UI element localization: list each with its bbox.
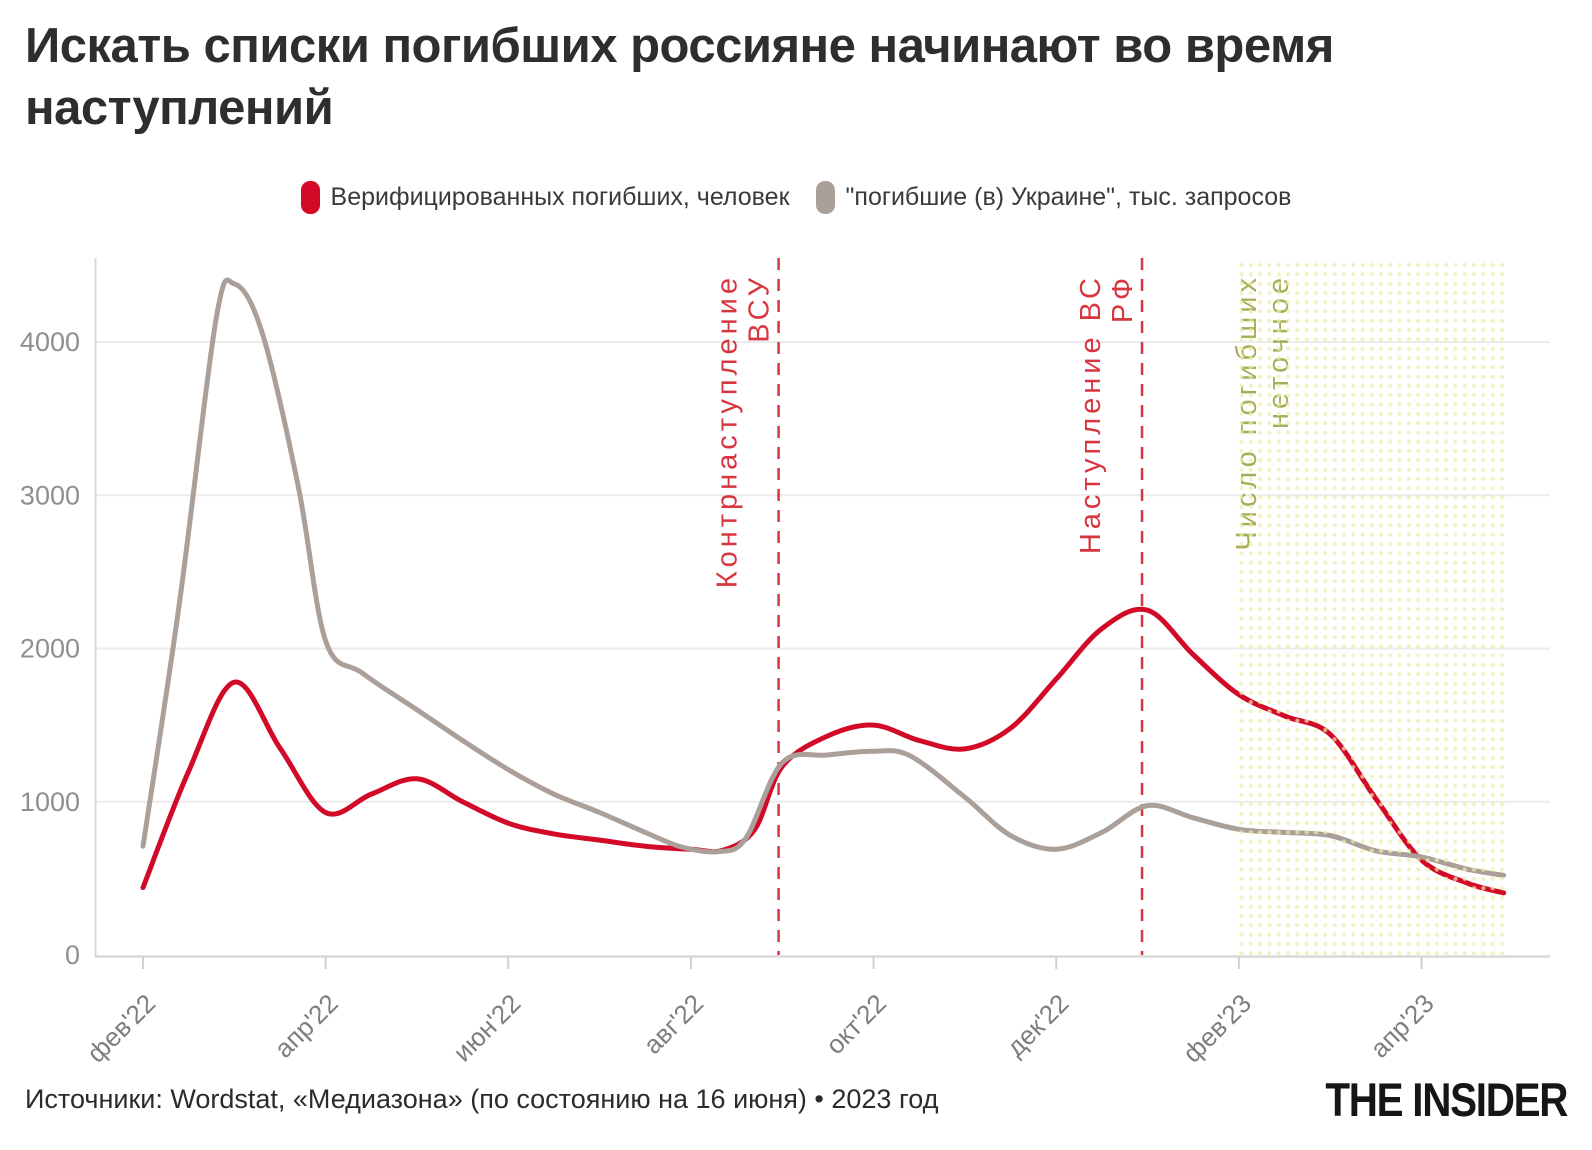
y-tick-label: 3000 [20,480,80,510]
x-tick-label: авг'22 [637,988,709,1060]
y-tick-label: 4000 [20,327,80,357]
x-tick-label: июн'22 [447,988,526,1067]
the-insider-logo: THE INSIDER [1325,1072,1568,1126]
event-label: Наступление ВС [1075,274,1107,554]
uncertainty-region [1235,258,1506,955]
legend: Верифицированных погибших, человек "поги… [0,181,1592,214]
legend-item-verified-deaths: Верифицированных погибших, человек [300,181,790,214]
y-tick-label: 0 [65,940,80,970]
legend-label-search-queries: "погибшие (в) Украине", тыс. запросов [845,183,1292,211]
legend-label-verified-deaths: Верифицированных погибших, человек [330,183,790,211]
x-tick-label: дек'22 [1000,988,1074,1062]
x-tick-label: апр'23 [1364,988,1440,1064]
x-tick-label: фев'22 [81,988,161,1068]
source-note: Источники: Wordstat, «Медиазона» (по сос… [25,1083,939,1114]
legend-item-search-queries: "погибшие (в) Украине", тыс. запросов [815,181,1292,214]
footer: Источники: Wordstat, «Медиазона» (по сос… [25,1068,1568,1130]
legend-marker-gray [815,181,835,214]
event-label: ВСУ [744,274,776,343]
event-label: РФ [1107,274,1139,323]
legend-marker-red [300,181,320,214]
x-tick-label: фев'23 [1177,988,1257,1068]
y-tick-label: 1000 [20,787,80,817]
y-tick-label: 2000 [20,634,80,664]
chart-title: Искать списки погибших россияне начинают… [25,19,1334,135]
x-tick-label: апр'22 [268,988,344,1064]
event-label: Контрнаступление [712,274,744,588]
x-tick-label: окт'22 [820,988,892,1060]
